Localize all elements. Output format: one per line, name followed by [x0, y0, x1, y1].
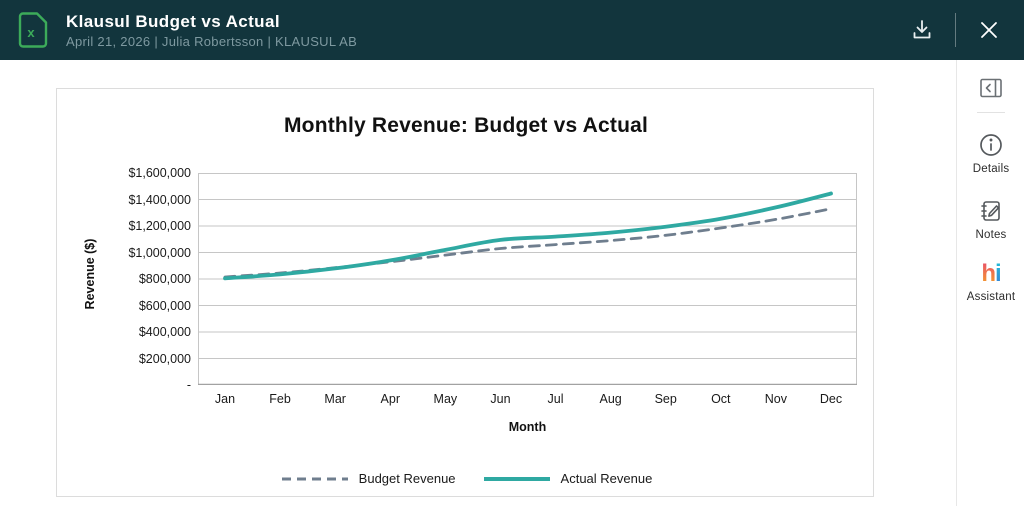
- y-tick-label: $1,000,000: [128, 245, 191, 260]
- y-tick-label: $400,000: [138, 325, 191, 339]
- collapse-panel-icon: [980, 78, 1002, 98]
- x-axis-tick-labels: Jan Feb Mar Apr May Jun Jul Aug Sep Oct Nov Dec: [198, 392, 857, 408]
- legend-line-sample: [483, 476, 550, 481]
- document-subtitle: April 21, 2026 | Julia Robertsson | KLAU…: [66, 34, 358, 50]
- sidebar-item-label: Details: [972, 163, 1010, 175]
- right-sidebar: Details Notes hi Assistant: [956, 60, 1024, 506]
- x-tick-label: Aug: [599, 392, 622, 406]
- notes-icon: [981, 201, 1000, 221]
- info-icon: [980, 134, 1002, 156]
- header-divider: [955, 13, 956, 47]
- sidebar-item-details[interactable]: Details: [957, 132, 1024, 175]
- sidebar-item-label: Assistant: [966, 291, 1016, 303]
- legend-label: Actual Revenue: [560, 471, 653, 486]
- header-actions: [905, 13, 1006, 47]
- x-tick-label: Mar: [324, 392, 346, 406]
- legend-label: Budget Revenue: [358, 471, 456, 486]
- close-button[interactable]: [972, 13, 1006, 47]
- y-tick-label: $1,600,000: [128, 166, 191, 180]
- plot-area: [198, 173, 857, 385]
- series-line-actual-revenue: [223, 191, 833, 281]
- x-tick-label: Jan: [214, 392, 236, 406]
- legend-line-sample: [281, 477, 348, 480]
- document-title: Klausul Budget vs Actual: [66, 11, 280, 31]
- hi-assistant-logo: hi: [981, 260, 1002, 287]
- x-tick-label: Sep: [654, 392, 677, 406]
- x-tick-label: Dec: [819, 392, 843, 406]
- x-tick-label: Jun: [490, 392, 511, 406]
- y-tick-label: $600,000: [138, 298, 191, 313]
- y-tick-label: $1,200,000: [128, 219, 191, 233]
- sidebar-item-label: Notes: [975, 229, 1007, 241]
- download-icon: [913, 20, 931, 39]
- sidebar-item-notes[interactable]: Notes: [957, 198, 1024, 241]
- y-tick-label: $1,400,000: [128, 192, 191, 207]
- hi-logo-h: h: [981, 260, 996, 287]
- collapse-panel-button[interactable]: [957, 76, 1024, 100]
- chart-legend: Budget Revenue Actual Revenue: [57, 471, 875, 486]
- excel-file-icon: x: [18, 12, 48, 48]
- y-tick-label: $800,000: [138, 272, 191, 286]
- x-tick-label: Nov: [764, 392, 788, 406]
- legend-item-actual-revenue: Actual Revenue: [482, 471, 653, 486]
- series-line-budget-revenue: [223, 207, 833, 279]
- hi-logo-i: i: [995, 260, 1002, 287]
- x-tick-label: Feb: [269, 392, 291, 406]
- y-tick-label: -: [186, 378, 191, 392]
- x-tick-label: Oct: [711, 392, 731, 406]
- x-axis-title: Month: [508, 420, 547, 434]
- x-tick-label: May: [433, 392, 458, 406]
- close-icon: [981, 22, 997, 38]
- download-button[interactable]: [905, 13, 939, 47]
- legend-item-budget-revenue: Budget Revenue: [280, 471, 456, 486]
- document-header: x Klausul Budget vs Actual April 21, 202…: [0, 0, 1024, 60]
- x-tick-label: Jul: [547, 392, 564, 406]
- chart-card: Monthly Revenue: Budget vs Actual Revenu…: [56, 88, 874, 497]
- y-axis-tick-labels: $1,600,000 $1,400,000 $1,200,000 $1,000,000…: [57, 166, 191, 392]
- sidebar-item-assistant[interactable]: hi Assistant: [957, 260, 1024, 304]
- y-tick-label: $200,000: [138, 351, 191, 366]
- header-text: Klausul Budget vs Actual April 21, 2026 …: [66, 11, 905, 49]
- x-tick-label: Apr: [380, 392, 400, 406]
- sidebar-divider: [977, 112, 1005, 113]
- chart-title: Monthly Revenue: Budget vs Actual: [283, 114, 649, 137]
- svg-text:x: x: [27, 25, 35, 40]
